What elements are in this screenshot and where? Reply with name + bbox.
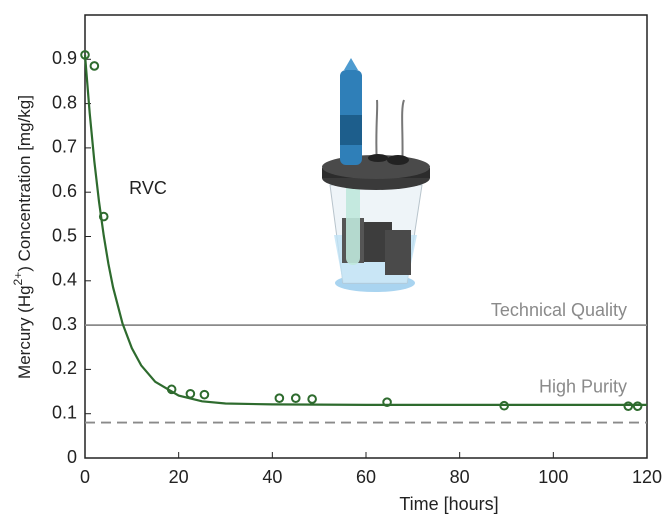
- data-point: [290, 393, 301, 403]
- y-title-sup: 2+: [11, 272, 25, 286]
- y-tick-label: 0.4: [52, 270, 77, 290]
- data-point: [499, 400, 509, 411]
- y-tick-label: 0.1: [52, 402, 77, 422]
- y-tick-label: 0.8: [52, 92, 77, 112]
- y-tick-label: 0: [67, 447, 77, 467]
- x-tick-label: 80: [450, 467, 470, 487]
- y-title-part: ) Concentration [mg/kg]: [15, 95, 34, 272]
- x-tick-label: 0: [80, 467, 90, 487]
- y-title-part: Mercury (Hg: [15, 285, 34, 379]
- x-tick-label: 100: [538, 467, 568, 487]
- data-point: [166, 384, 177, 395]
- y-tick-label: 0.7: [52, 137, 77, 157]
- x-tick-label: 40: [262, 467, 282, 487]
- data-point: [98, 211, 109, 222]
- data-point: [89, 61, 100, 71]
- fit-line: [83, 54, 647, 406]
- reference-label: High Purity: [539, 376, 627, 396]
- data-point: [632, 401, 643, 411]
- reference-label: Technical Quality: [491, 300, 627, 320]
- data-point: [199, 389, 210, 400]
- data-point: [274, 393, 285, 403]
- x-tick-label: 20: [169, 467, 189, 487]
- data-point: [382, 397, 392, 407]
- data-point: [623, 401, 634, 411]
- y-tick-label: 0.5: [52, 225, 77, 245]
- x-axis-title: Time [hours]: [399, 494, 498, 514]
- cell-illustration: [322, 58, 430, 292]
- x-tick-label: 60: [356, 467, 376, 487]
- y-axis-title: Mercury (Hg2+) Concentration [mg/kg]: [11, 95, 34, 379]
- x-tick-label: 120: [632, 467, 662, 487]
- y-tick-label: 0.3: [52, 314, 77, 334]
- data-point: [307, 394, 317, 404]
- y-tick-label: 0.2: [52, 358, 77, 378]
- y-tick-label: 0.6: [52, 181, 77, 201]
- data-point: [185, 388, 196, 399]
- y-tick-label: 0.9: [52, 48, 77, 68]
- annotation: RVC: [129, 178, 167, 198]
- data-point: [80, 50, 90, 60]
